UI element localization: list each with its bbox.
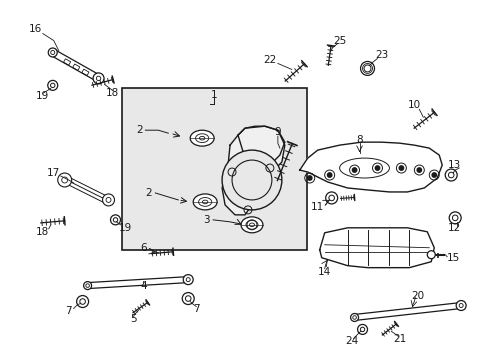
Circle shape bbox=[327, 173, 331, 177]
Text: 15: 15 bbox=[447, 253, 460, 263]
Circle shape bbox=[48, 80, 58, 90]
Text: 13: 13 bbox=[447, 160, 460, 170]
Text: 18: 18 bbox=[106, 88, 119, 98]
Circle shape bbox=[182, 293, 194, 305]
Bar bbox=[81, 69, 89, 76]
Circle shape bbox=[455, 301, 465, 310]
Text: 22: 22 bbox=[263, 55, 276, 66]
Circle shape bbox=[222, 150, 281, 210]
Bar bbox=[122, 88, 306, 250]
Polygon shape bbox=[238, 126, 285, 172]
Text: 21: 21 bbox=[392, 334, 405, 345]
Circle shape bbox=[360, 62, 374, 75]
Bar bbox=[63, 59, 71, 65]
Polygon shape bbox=[299, 142, 441, 192]
Text: 2: 2 bbox=[136, 125, 142, 135]
Text: 17: 17 bbox=[47, 168, 60, 178]
Text: 12: 12 bbox=[447, 223, 460, 233]
Text: 24: 24 bbox=[344, 336, 358, 346]
Text: 11: 11 bbox=[310, 202, 324, 212]
Ellipse shape bbox=[190, 130, 214, 146]
Text: 19: 19 bbox=[119, 223, 132, 233]
Polygon shape bbox=[87, 276, 188, 289]
Circle shape bbox=[93, 73, 104, 84]
Circle shape bbox=[374, 166, 379, 170]
Ellipse shape bbox=[193, 194, 217, 210]
Polygon shape bbox=[353, 302, 461, 320]
Text: 14: 14 bbox=[317, 267, 331, 276]
Text: 20: 20 bbox=[410, 291, 423, 301]
Text: 23: 23 bbox=[374, 50, 387, 60]
Text: 8: 8 bbox=[356, 135, 362, 145]
Circle shape bbox=[110, 215, 120, 225]
Polygon shape bbox=[222, 126, 285, 215]
Text: 1: 1 bbox=[210, 90, 217, 100]
Circle shape bbox=[416, 168, 421, 172]
Circle shape bbox=[102, 194, 114, 206]
Polygon shape bbox=[319, 228, 433, 268]
Circle shape bbox=[357, 324, 367, 334]
Circle shape bbox=[58, 173, 72, 187]
Text: 6: 6 bbox=[140, 243, 146, 253]
Circle shape bbox=[307, 176, 311, 180]
Circle shape bbox=[325, 192, 337, 204]
Polygon shape bbox=[51, 49, 100, 81]
Text: 19: 19 bbox=[36, 91, 49, 101]
Bar bbox=[73, 64, 80, 70]
Circle shape bbox=[77, 296, 88, 307]
Text: 2: 2 bbox=[145, 188, 151, 198]
Text: 5: 5 bbox=[130, 314, 137, 324]
Text: 7: 7 bbox=[65, 306, 72, 316]
Ellipse shape bbox=[241, 217, 263, 233]
Text: 7: 7 bbox=[192, 305, 199, 315]
Text: 18: 18 bbox=[36, 227, 49, 237]
Circle shape bbox=[183, 275, 193, 285]
Text: 16: 16 bbox=[29, 24, 42, 33]
Text: 3: 3 bbox=[203, 215, 209, 225]
Circle shape bbox=[350, 314, 358, 321]
Circle shape bbox=[352, 168, 356, 172]
Circle shape bbox=[398, 166, 403, 170]
Text: 4: 4 bbox=[140, 280, 146, 291]
Text: 10: 10 bbox=[407, 100, 420, 110]
Circle shape bbox=[448, 212, 460, 224]
Circle shape bbox=[427, 251, 434, 259]
Circle shape bbox=[431, 173, 436, 177]
Text: 9: 9 bbox=[274, 127, 281, 137]
Text: 25: 25 bbox=[332, 36, 346, 46]
Circle shape bbox=[48, 48, 57, 57]
Circle shape bbox=[83, 282, 91, 289]
Circle shape bbox=[444, 169, 456, 181]
